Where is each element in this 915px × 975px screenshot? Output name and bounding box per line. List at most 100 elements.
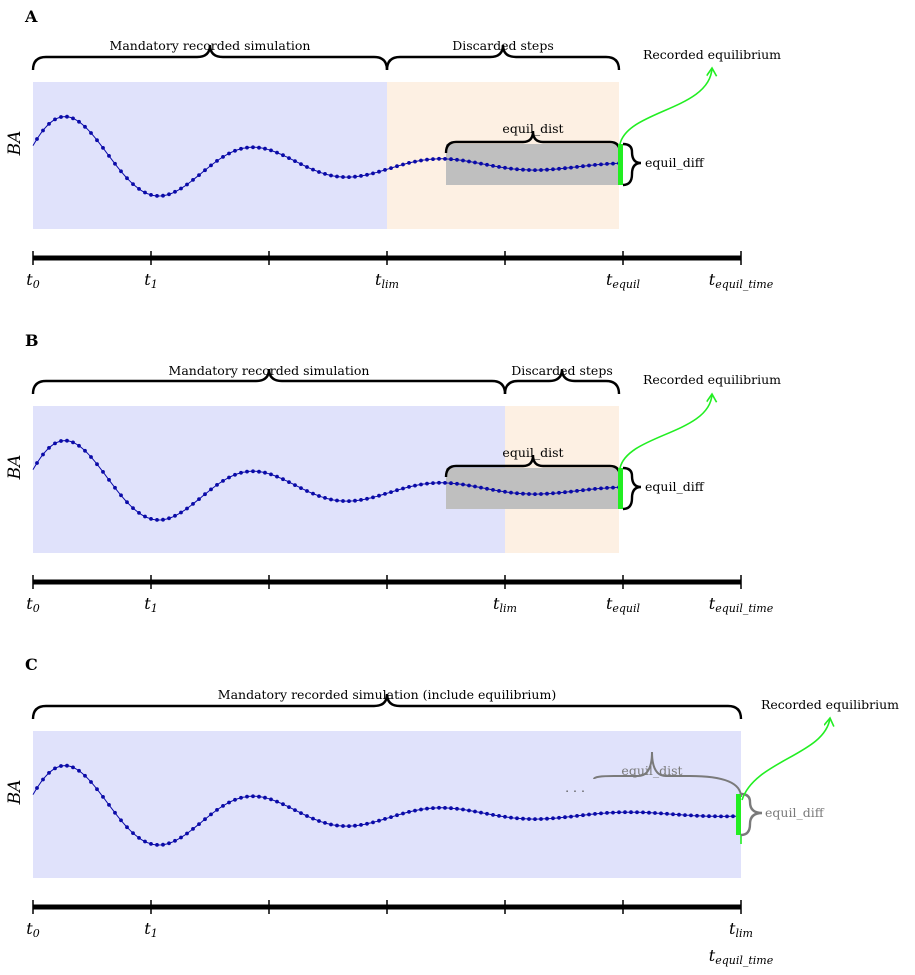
curve-point [293, 808, 297, 812]
curve-point [557, 815, 561, 820]
curve-point [581, 488, 585, 493]
curve-point [359, 174, 363, 178]
curve-point [155, 194, 159, 198]
curve-point [113, 485, 117, 490]
curve-point [167, 841, 171, 846]
curve-point [269, 148, 273, 153]
curve-point [287, 156, 291, 161]
curve-point [479, 161, 483, 166]
curve-point [359, 823, 363, 827]
curve-point [407, 810, 411, 814]
curve-point [317, 494, 321, 498]
curve-point [275, 150, 279, 155]
equil-diff-label: equil_diff [765, 805, 825, 820]
mandatory-region [33, 731, 741, 878]
curve-point [221, 155, 225, 159]
curve-point [389, 490, 393, 494]
mandatory-brace [31, 368, 507, 395]
curve-point [101, 795, 105, 799]
curve-point [83, 448, 87, 453]
curve-point [299, 486, 303, 490]
curve-point [53, 441, 57, 446]
curve-point [689, 813, 693, 818]
curve-point [179, 510, 183, 515]
curve-point [407, 161, 411, 165]
curve-point [347, 499, 351, 503]
curve-point [425, 157, 429, 162]
curve-point [89, 455, 93, 459]
curve-point [257, 794, 261, 799]
curve-point [497, 814, 501, 818]
curve-point [473, 484, 477, 489]
curve-point [431, 157, 435, 162]
curve-point [605, 162, 609, 166]
curve-point [245, 469, 249, 474]
curve-point [299, 811, 303, 815]
curve-point [599, 162, 603, 167]
curve-point [341, 824, 345, 828]
curve-point [467, 808, 471, 813]
curve-point [677, 812, 681, 817]
tick-label-t1: t1 [144, 594, 157, 615]
ba-curve-points [35, 114, 621, 198]
curve-point [77, 119, 81, 124]
curve-point [515, 816, 519, 821]
curve-point [107, 803, 111, 807]
curve-point [263, 795, 267, 800]
curve-point [611, 161, 615, 166]
curve-point [593, 487, 597, 491]
curve-point [221, 804, 225, 808]
curve-point [485, 486, 489, 491]
curve-point [581, 164, 585, 169]
curve-point [353, 174, 357, 179]
curve-point [191, 502, 195, 506]
curve-point [251, 145, 255, 150]
curve-point [305, 165, 309, 169]
curve-point [593, 812, 597, 816]
curve-point [203, 492, 207, 497]
curve-point [599, 811, 603, 816]
curve-point [119, 493, 123, 498]
curve-point [545, 491, 549, 496]
curve-point [581, 813, 585, 818]
curve-point [497, 489, 501, 493]
tick-label-t0: t0 [26, 919, 39, 940]
curve-point [323, 172, 327, 176]
tick-label-tequil: tequil [606, 594, 641, 615]
curve-point [563, 166, 567, 171]
curve-point [725, 814, 729, 819]
y-axis-label: BA [5, 131, 25, 157]
curve-point [173, 838, 177, 843]
curve-point [41, 777, 45, 782]
curve-point [311, 167, 315, 172]
curve-point [311, 816, 315, 821]
curve-point [407, 485, 411, 489]
curve-point [611, 810, 615, 815]
curve-point [35, 137, 39, 141]
ellipsis: . . . [565, 780, 585, 795]
curve-point [539, 168, 543, 172]
curve-point [569, 165, 573, 170]
curve-point [71, 116, 75, 121]
curve-point [443, 157, 447, 161]
recorded-label: Recorded equilibrium [643, 372, 781, 387]
curve-point [401, 811, 405, 816]
curve-point [527, 168, 531, 172]
curve-point [329, 497, 333, 502]
curve-point [191, 178, 195, 182]
equil-marker [736, 794, 741, 835]
discarded-label: Discarded steps [511, 363, 613, 378]
equil-marker [618, 144, 623, 185]
curve-point [599, 486, 603, 491]
tick-label-tequil-time: tequil_time [709, 270, 774, 291]
curve-point [131, 506, 135, 510]
discarded-brace [385, 44, 621, 71]
curve-point [569, 814, 573, 819]
curve-point [665, 811, 669, 816]
curve-point [479, 810, 483, 815]
curve-point [281, 477, 285, 482]
curve-point [143, 839, 147, 844]
curve-point [605, 486, 609, 490]
curve-point [83, 124, 87, 129]
ba-curve-points [35, 438, 621, 522]
